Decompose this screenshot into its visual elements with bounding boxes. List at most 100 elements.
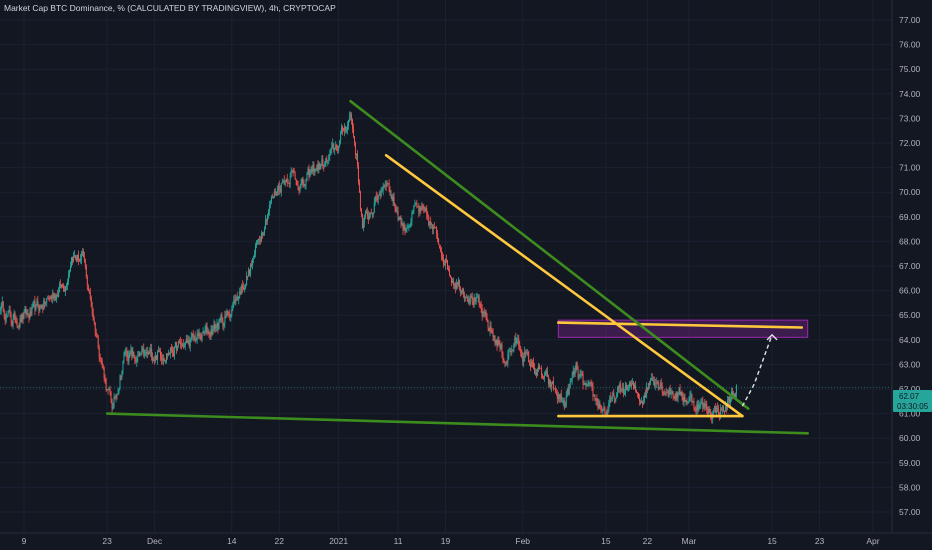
candle-body	[659, 382, 661, 388]
candle-body	[71, 257, 73, 262]
candle-body	[397, 211, 399, 220]
candle-body	[183, 345, 185, 348]
candle-body	[380, 191, 382, 196]
candle-body	[357, 165, 359, 183]
y-tick-label: 70.00	[899, 187, 921, 197]
candle-body	[70, 266, 72, 271]
candle-body	[292, 170, 294, 172]
candle-body	[475, 297, 477, 302]
candle-body	[679, 387, 681, 395]
candle-body	[315, 169, 317, 171]
candle-body	[633, 382, 635, 389]
candle-body	[584, 382, 586, 385]
candle-body	[569, 382, 571, 388]
candle-body	[628, 387, 630, 389]
candle-body	[733, 393, 735, 398]
x-tick-label: Apr	[866, 536, 879, 546]
candle-body	[247, 276, 249, 278]
candle-body	[669, 388, 671, 395]
candle-body	[234, 299, 236, 304]
annotations	[105, 99, 809, 435]
y-tick-label: 77.00	[899, 15, 921, 25]
candle-body	[734, 393, 736, 398]
candle-body	[393, 196, 395, 204]
candle-body	[643, 394, 645, 401]
y-axis[interactable]: 57.00 58.00 59.00 60.00 61.00 62.00 63.00 64.00…	[899, 15, 921, 517]
candle-body	[604, 407, 606, 413]
candle-body	[610, 397, 612, 399]
y-tick-label: 63.00	[899, 359, 921, 369]
candle-body	[562, 400, 564, 401]
candle-body	[297, 185, 299, 191]
candle-body	[496, 339, 498, 346]
candle-body	[286, 178, 288, 183]
candle-body	[645, 387, 647, 398]
trend-line[interactable]	[349, 99, 750, 410]
candle-body	[603, 407, 605, 410]
candle-body	[326, 158, 328, 162]
projection-path[interactable]	[741, 334, 773, 407]
candle-body	[642, 400, 644, 404]
candle-body	[650, 378, 652, 381]
trend-line[interactable]	[105, 412, 809, 435]
candle-body	[200, 336, 202, 340]
candle-body	[38, 305, 40, 311]
candle-body	[488, 327, 490, 332]
candle-body	[169, 347, 171, 354]
candle-body	[692, 401, 694, 402]
candle-body	[510, 350, 512, 353]
candle-body	[443, 259, 445, 265]
candle-body	[215, 327, 217, 329]
candle-body	[585, 382, 587, 386]
candle-body	[374, 196, 376, 203]
candle-body	[635, 385, 637, 391]
candle-body	[276, 190, 278, 195]
chart-title: Market Cap BTC Dominance, % (CALCULATED …	[4, 3, 336, 13]
candle-body	[577, 369, 579, 378]
candle-body	[85, 266, 87, 278]
candle-body	[202, 331, 204, 333]
candle-body	[352, 119, 354, 129]
candle-body	[535, 372, 537, 374]
trend-line[interactable]	[384, 154, 744, 418]
candle-body	[589, 382, 591, 384]
x-tick-label: 2021	[329, 536, 348, 546]
candle-body	[65, 286, 67, 292]
candle-body	[715, 406, 717, 413]
candle-body	[497, 340, 499, 346]
candle-body	[268, 204, 270, 212]
candle-body	[503, 359, 505, 363]
candle-body	[674, 396, 676, 401]
candle-body	[178, 341, 180, 343]
candle-body	[625, 385, 627, 393]
candle-body	[385, 185, 387, 187]
candle-body	[289, 176, 291, 185]
x-axis[interactable]: 9 23 Dec 14 22 2021 11 19 Feb 15 22 Mar 15 23 Apr	[22, 536, 880, 546]
candle-body	[193, 336, 195, 338]
candle-body	[188, 339, 190, 347]
candle-body	[435, 227, 437, 229]
candle-body	[25, 308, 27, 314]
trend-line[interactable]	[557, 321, 804, 329]
candle-body	[700, 403, 702, 405]
candle-body	[670, 392, 672, 395]
candle-body	[8, 310, 10, 311]
candle-body	[46, 298, 48, 303]
y-tick-label: 60.00	[899, 433, 921, 443]
candle-body	[378, 194, 380, 196]
candle-body	[284, 181, 286, 185]
candle-body	[225, 315, 227, 317]
x-tick-label: 15	[601, 536, 611, 546]
candle-body	[319, 162, 321, 169]
candle-body	[81, 251, 83, 256]
candle-body	[163, 359, 165, 361]
candle-body	[55, 295, 57, 300]
candle-body	[476, 297, 478, 299]
candle-body	[255, 245, 257, 254]
candle-body	[22, 314, 24, 319]
candle-body	[450, 277, 452, 283]
candle-body	[612, 392, 614, 399]
candle-body	[0, 305, 2, 311]
candle-body	[154, 360, 156, 362]
